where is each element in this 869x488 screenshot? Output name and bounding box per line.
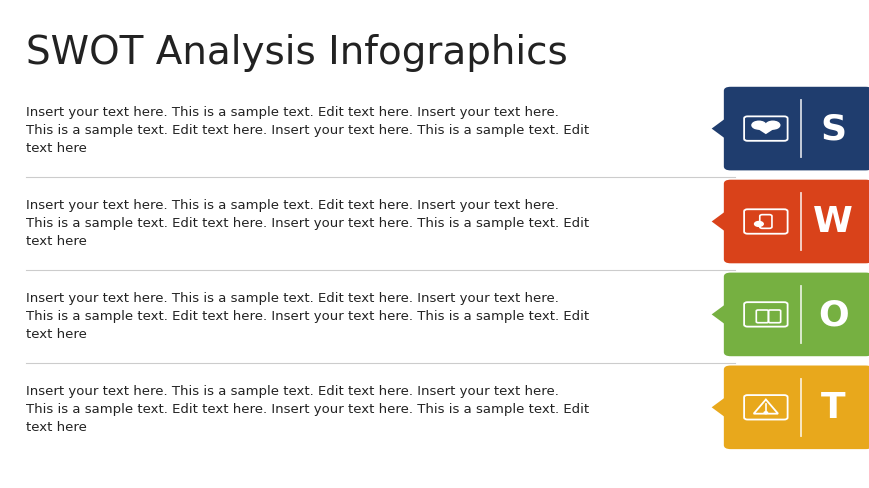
FancyBboxPatch shape <box>723 273 869 356</box>
Text: Insert your text here. This is a sample text. Edit text here. Insert your text h: Insert your text here. This is a sample … <box>26 106 588 155</box>
Circle shape <box>751 122 765 130</box>
Circle shape <box>763 412 766 414</box>
Text: SWOT Analysis Infographics: SWOT Analysis Infographics <box>26 34 567 72</box>
Text: S: S <box>819 112 846 146</box>
Polygon shape <box>711 113 733 146</box>
Text: W: W <box>813 205 852 239</box>
Circle shape <box>765 122 779 130</box>
FancyBboxPatch shape <box>723 88 869 171</box>
Text: Insert your text here. This is a sample text. Edit text here. Insert your text h: Insert your text here. This is a sample … <box>26 291 588 340</box>
Text: Insert your text here. This is a sample text. Edit text here. Insert your text h: Insert your text here. This is a sample … <box>26 384 588 433</box>
Polygon shape <box>711 205 733 239</box>
Circle shape <box>753 222 762 227</box>
FancyBboxPatch shape <box>723 180 869 264</box>
Polygon shape <box>711 298 733 331</box>
Text: T: T <box>820 390 845 425</box>
Text: Insert your text here. This is a sample text. Edit text here. Insert your text h: Insert your text here. This is a sample … <box>26 199 588 247</box>
Polygon shape <box>751 126 779 135</box>
Text: O: O <box>817 298 847 332</box>
FancyBboxPatch shape <box>723 366 869 449</box>
Polygon shape <box>711 391 733 424</box>
